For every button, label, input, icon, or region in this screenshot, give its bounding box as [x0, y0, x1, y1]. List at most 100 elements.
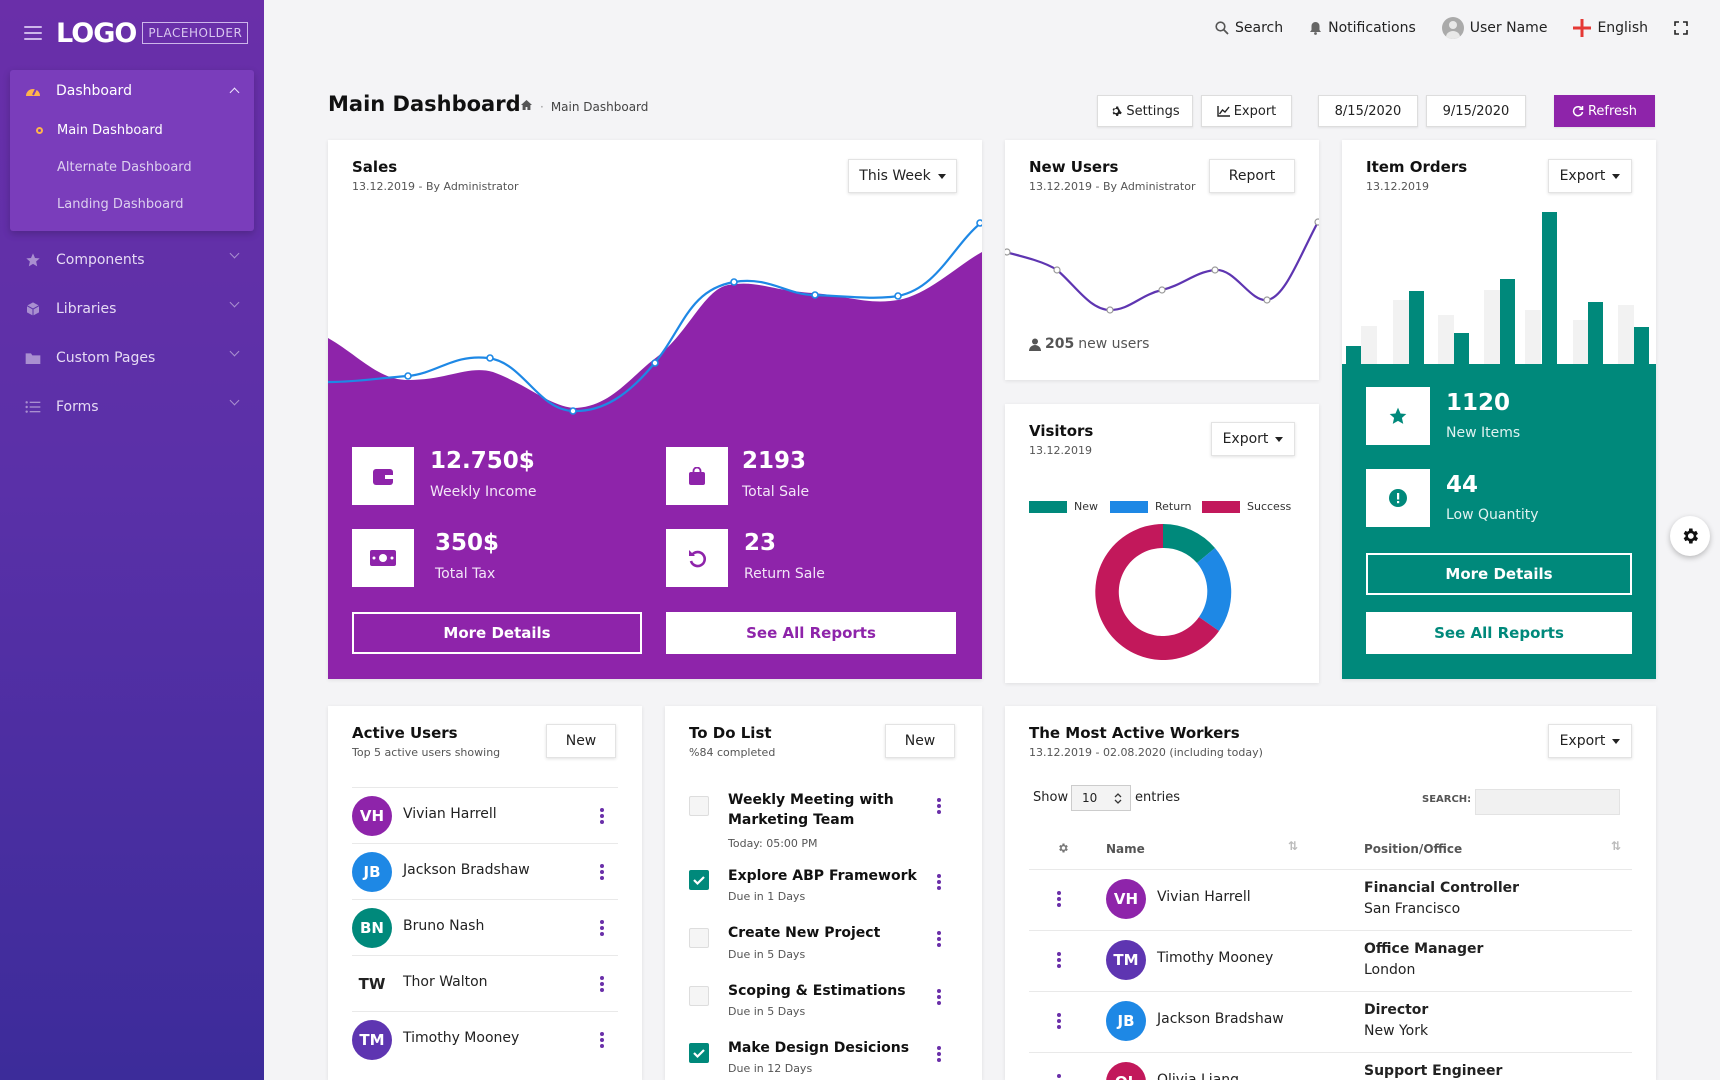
caret-down-icon [1275, 436, 1284, 442]
active-user-name[interactable]: Timothy Mooney [403, 1030, 520, 1046]
sidebar-sub-main-dashboard[interactable]: Main Dashboard [10, 112, 254, 149]
sidebar-item-libraries[interactable]: Libraries [10, 284, 254, 333]
sort-icon[interactable]: ⇅ [1611, 839, 1622, 853]
bar-bg [1438, 315, 1454, 364]
kebab-menu-icon[interactable] [937, 874, 941, 890]
sidebar-item-label: Forms [56, 398, 99, 415]
kebab-menu-icon[interactable] [600, 920, 604, 936]
sales-point [486, 354, 494, 362]
sidebar-sub-landing-dashboard[interactable]: Landing Dashboard [10, 186, 254, 223]
column-header-position[interactable]: Position/Office [1364, 842, 1463, 856]
column-header-name[interactable]: Name [1106, 842, 1145, 856]
item-orders-export-dropdown[interactable]: Export [1548, 159, 1632, 193]
todo-checkbox-checked[interactable] [689, 1043, 709, 1063]
row-kebab-menu-icon[interactable] [1057, 1074, 1061, 1080]
todo-item-title: Explore ABP Framework [728, 868, 917, 884]
new-users-point [1263, 296, 1271, 304]
sidebar-item-dashboard[interactable]: Dashboard [10, 70, 254, 112]
active-user-name[interactable]: Bruno Nash [403, 918, 485, 934]
date-from-input[interactable]: 8/15/2020 [1318, 95, 1418, 127]
sidebar-item-custom-pages[interactable]: Custom Pages [10, 333, 254, 382]
total-tax-value: 350$ [435, 530, 500, 556]
export-button[interactable]: Export [1201, 95, 1292, 127]
entries-select[interactable]: 10 [1071, 785, 1131, 811]
theme-settings-button[interactable] [1670, 516, 1710, 556]
todo-item-title: Weekly Meeting with Marketing Team [728, 792, 894, 828]
logo-placeholder-tag: PLACEHOLDER [142, 22, 249, 44]
row-divider [1029, 991, 1632, 992]
sidebar-sub-alternate-dashboard[interactable]: Alternate Dashboard [10, 149, 254, 186]
sidebar-item-components[interactable]: Components [10, 235, 254, 284]
sales-more-details-button[interactable]: More Details [352, 612, 642, 654]
page-header: Main Dashboard · Main Dashboard Settings… [328, 88, 1658, 128]
worker-name: Jackson Bradshaw [1157, 1011, 1284, 1027]
return-sale-value: 23 [744, 530, 777, 556]
sidebar-item-forms[interactable]: Forms [10, 382, 254, 431]
search-button[interactable]: Search [1215, 20, 1283, 36]
item-orders-see-all-reports-button[interactable]: See All Reports [1366, 612, 1632, 654]
kebab-menu-icon[interactable] [937, 1046, 941, 1062]
kebab-menu-icon[interactable] [937, 931, 941, 947]
flag-england-icon [1573, 19, 1592, 37]
legend-new-swatch [1029, 501, 1067, 513]
new-users-point [1211, 266, 1219, 274]
item-orders-card: Item Orders 13.12.2019 Export 1120 New I… [1342, 140, 1656, 679]
avatar: JB [352, 852, 392, 892]
notifications-button[interactable]: Notifications [1309, 20, 1416, 36]
home-icon[interactable] [520, 99, 533, 114]
worker-position: Director [1364, 1002, 1429, 1018]
new-users-line [1005, 219, 1319, 312]
kebab-menu-icon[interactable] [937, 989, 941, 1005]
sales-point [651, 359, 659, 367]
new-users-point [1158, 286, 1166, 294]
fullscreen-button[interactable] [1674, 21, 1694, 35]
workers-search-input[interactable] [1475, 789, 1620, 815]
sales-range-dropdown[interactable]: This Week [848, 159, 957, 193]
row-kebab-menu-icon[interactable] [1057, 891, 1061, 907]
user-name-label: User Name [1469, 20, 1548, 36]
kebab-menu-icon[interactable] [600, 976, 604, 992]
todo-new-button[interactable]: New [885, 724, 955, 758]
kebab-menu-icon[interactable] [600, 864, 604, 880]
todo-checkbox[interactable] [689, 928, 709, 948]
settings-button[interactable]: Settings [1097, 95, 1193, 127]
date-to-input[interactable]: 9/15/2020 [1426, 95, 1526, 127]
todo-checkbox[interactable] [689, 796, 709, 816]
item-orders-more-details-button[interactable]: More Details [1366, 553, 1632, 595]
kebab-menu-icon[interactable] [600, 1032, 604, 1048]
row-kebab-menu-icon[interactable] [1057, 1013, 1061, 1029]
new-users-subtitle: 13.12.2019 - By Administrator [1029, 180, 1196, 193]
refresh-button[interactable]: Refresh [1554, 95, 1655, 127]
new-items-label: New Items [1446, 425, 1521, 441]
chevron-up-icon [229, 87, 240, 98]
workers-export-dropdown[interactable]: Export [1548, 724, 1632, 758]
active-user-name[interactable]: Jackson Bradshaw [403, 862, 530, 878]
avatar: VH [352, 796, 392, 836]
visitors-export-dropdown[interactable]: Export [1211, 422, 1295, 456]
todo-item-title: Make Design Desicions [728, 1040, 910, 1056]
line-chart-icon [1217, 105, 1230, 117]
active-users-new-button[interactable]: New [546, 724, 616, 758]
active-user-name[interactable]: Thor Walton [403, 974, 488, 990]
sales-see-all-reports-button[interactable]: See All Reports [666, 612, 956, 654]
row-kebab-menu-icon[interactable] [1057, 952, 1061, 968]
hamburger-menu-icon[interactable] [24, 26, 42, 40]
new-users-report-button[interactable]: Report [1209, 159, 1295, 193]
user-menu[interactable]: User Name [1441, 17, 1548, 39]
todo-checkbox-checked[interactable] [689, 870, 709, 890]
todo-checkbox[interactable] [689, 986, 709, 1006]
new-users-count: 205 [1045, 336, 1075, 352]
active-user-name[interactable]: Vivian Harrell [403, 806, 497, 822]
active-users-subtitle: Top 5 active users showing [352, 746, 501, 759]
avatar: OL [1106, 1062, 1146, 1080]
kebab-menu-icon[interactable] [600, 808, 604, 824]
language-selector[interactable]: English [1573, 19, 1648, 37]
sort-icon[interactable]: ⇅ [1288, 839, 1299, 853]
legend-success-swatch [1202, 501, 1240, 513]
wallet-icon [352, 447, 414, 505]
kebab-menu-icon[interactable] [937, 798, 941, 814]
worker-position: Office Manager [1364, 941, 1484, 957]
sales-card: Sales 13.12.2019 - By Administrator This… [328, 140, 982, 679]
todo-item-title: Scoping & Estimations [728, 983, 906, 999]
chevron-down-icon [229, 297, 240, 308]
